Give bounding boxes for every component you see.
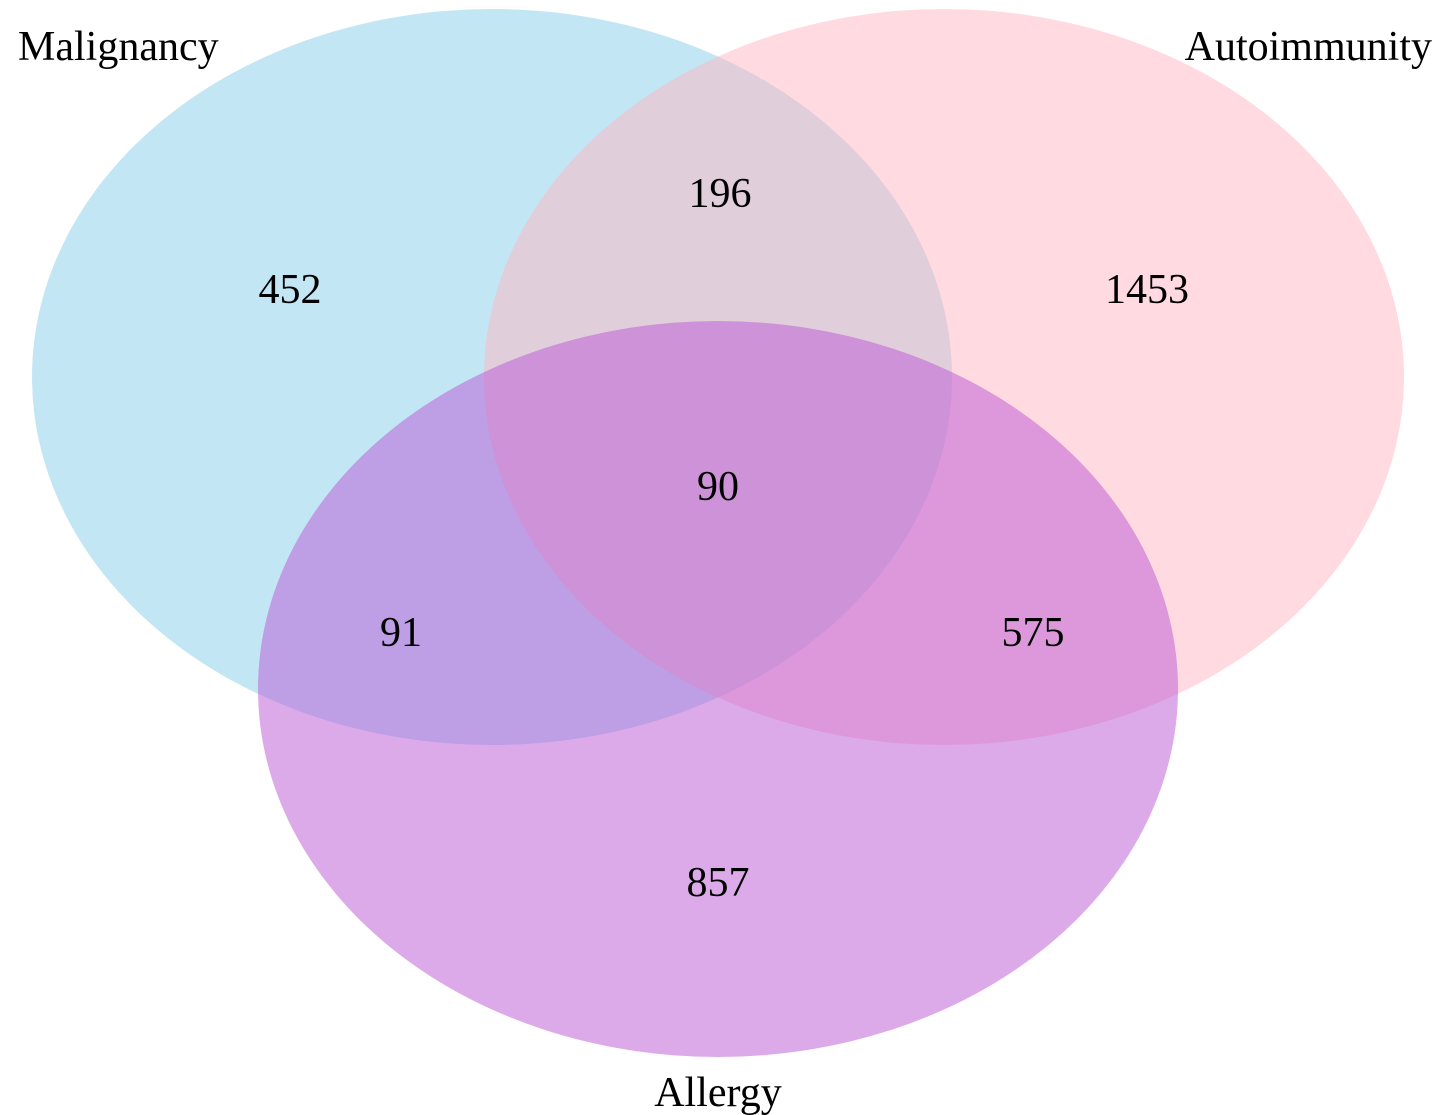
allergy-only-count: 857 [687,860,750,906]
malignancy-only-count: 452 [259,267,322,313]
allergy-set-label: Allergy [654,1070,782,1115]
malignancy-set-label: Malignancy [18,24,219,70]
autoimmunity-set-label: Autoimmunity [1185,24,1432,70]
autoimmunity-only-count: 1453 [1105,267,1189,313]
malignancy-autoimmunity-count: 196 [689,171,752,217]
malignancy-allergy-count: 91 [380,610,422,656]
autoimmunity-allergy-count: 575 [1002,610,1065,656]
allergy-set-ellipse [258,321,1178,1057]
all-three-count: 90 [697,464,739,510]
